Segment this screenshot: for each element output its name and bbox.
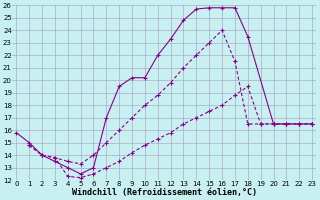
X-axis label: Windchill (Refroidissement éolien,°C): Windchill (Refroidissement éolien,°C) <box>72 188 257 197</box>
